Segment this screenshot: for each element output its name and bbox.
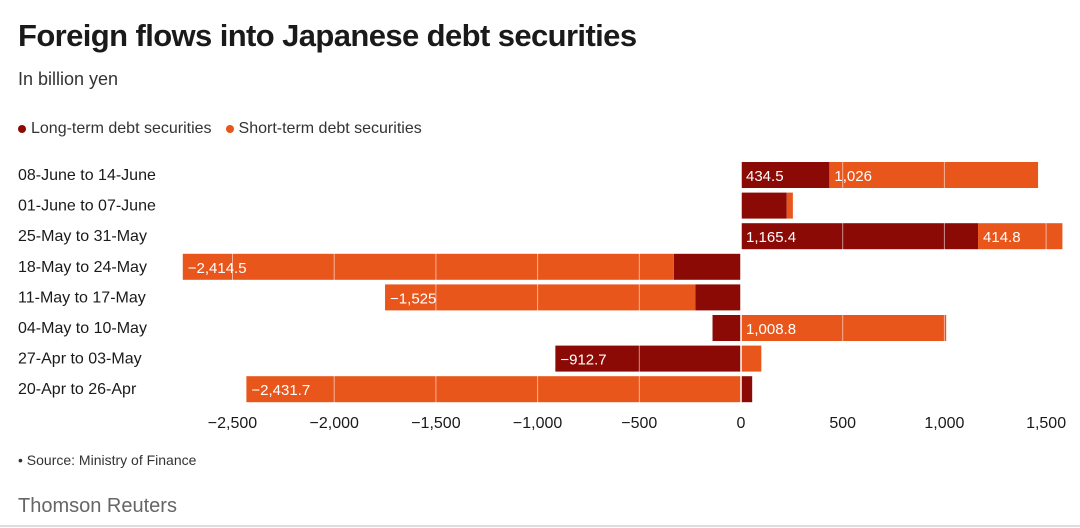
data-label: 1,026: [834, 168, 872, 185]
data-label: 1,165.4: [746, 229, 796, 246]
x-tick-label: 0: [737, 415, 746, 432]
bar-short-term: [246, 376, 742, 403]
x-tick-label: 500: [829, 415, 856, 432]
x-tick-label: 1,000: [924, 415, 964, 432]
data-label: 414.8: [983, 229, 1021, 246]
legend-item-short-term: Short-term debt securities: [225, 120, 422, 138]
legend-swatch-short-term: [225, 125, 234, 133]
bar-long-term: [673, 253, 741, 280]
bar-long-term: [712, 315, 741, 341]
chart-subtitle: In billion yen: [18, 69, 119, 89]
chart-title: Foreign flows into Japanese debt securit…: [18, 18, 637, 53]
category-label: 25-May to 31-May: [18, 228, 147, 245]
data-label: −912.7: [560, 352, 606, 369]
bar-long-term: [695, 284, 741, 311]
bar-short-term: [385, 284, 696, 311]
x-tick-label: −1,500: [411, 415, 460, 432]
data-label: −2,431.7: [251, 382, 310, 399]
bar-short-term: [829, 162, 1039, 188]
bar-long-term: [741, 162, 830, 188]
x-tick-label: 1,500: [1026, 415, 1066, 432]
bar-long-term: [741, 192, 787, 219]
data-label: −1,525: [390, 290, 436, 307]
bar-short-term: [978, 223, 1063, 250]
bar-short-term: [182, 253, 674, 280]
bar-long-term: [555, 345, 741, 372]
category-label: 18-May to 24-May: [18, 259, 147, 276]
category-label: 08-June to 14-June: [18, 167, 156, 184]
category-label: 04-May to 10-May: [18, 320, 147, 337]
legend-swatch-long-term: [18, 125, 26, 133]
legend-label-long-term: Long-term debt securities: [31, 120, 212, 137]
x-tick-label: −2,000: [310, 415, 359, 432]
x-tick-label: −2,500: [208, 415, 257, 432]
data-label: −2,414.5: [188, 260, 247, 277]
category-label: 27-Apr to 03-May: [18, 351, 142, 368]
bar-long-term: [741, 376, 753, 403]
source-note: • Source: Ministry of Finance: [18, 452, 197, 468]
bar-short-term: [741, 345, 762, 372]
data-label: 434.5: [746, 168, 784, 185]
legend: Long-term debt securities Short-term deb…: [18, 120, 422, 138]
bar-short-term: [786, 192, 793, 219]
brand-footer: Thomson Reuters: [18, 495, 177, 517]
legend-label-short-term: Short-term debt securities: [238, 120, 422, 137]
bar-short-term: [741, 315, 947, 341]
x-tick-label: −500: [621, 415, 657, 432]
data-label: 1,008.8: [746, 321, 796, 338]
category-label: 20-Apr to 26-Apr: [18, 381, 137, 398]
x-tick-label: −1,000: [513, 415, 562, 432]
category-label: 01-June to 07-June: [18, 198, 156, 215]
bar-long-term: [741, 223, 979, 250]
category-label: 11-May to 17-May: [18, 289, 146, 306]
legend-item-long-term: Long-term debt securities: [18, 120, 212, 138]
footer-rule: [0, 525, 1080, 527]
